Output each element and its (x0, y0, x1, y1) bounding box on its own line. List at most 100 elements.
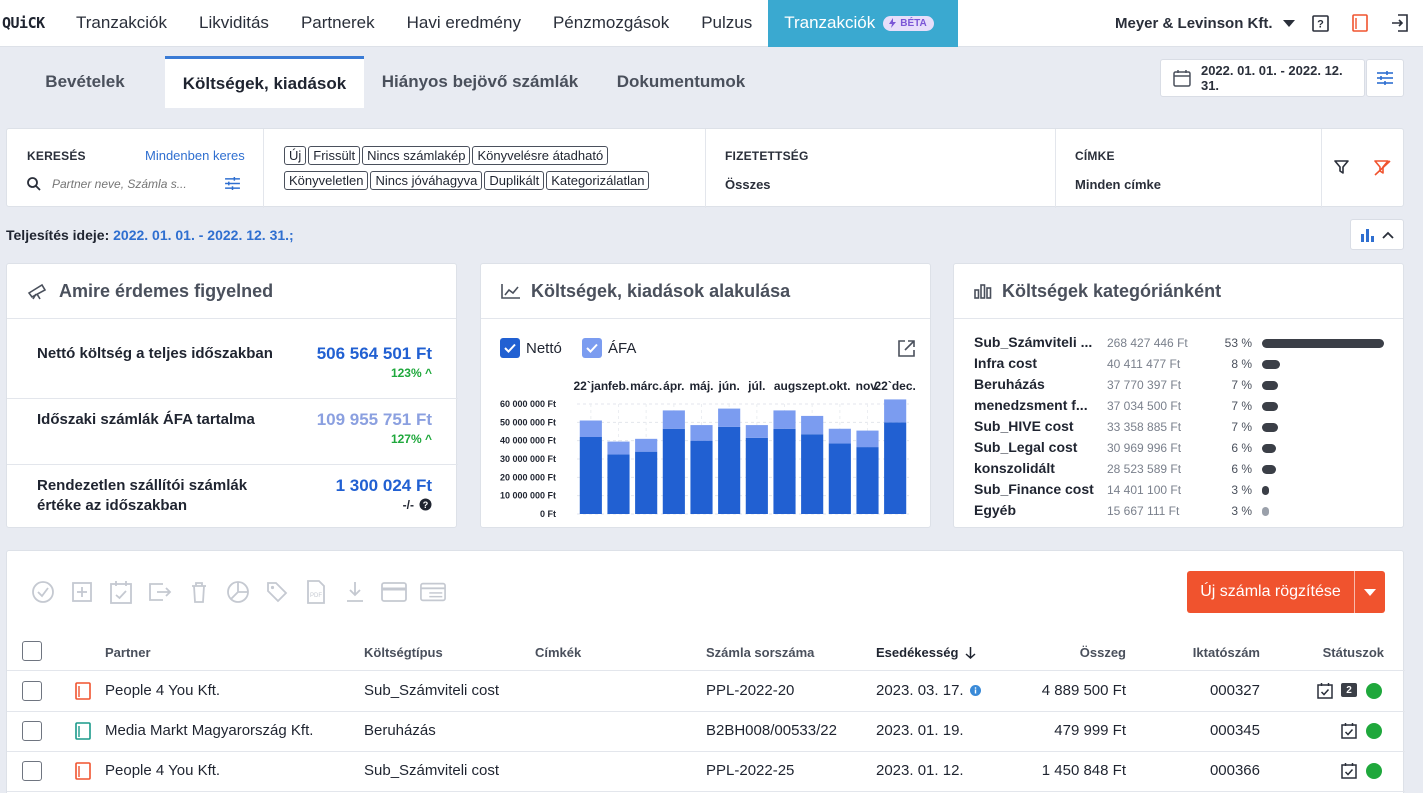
tab-bevetelek[interactable]: Bevételek (45, 72, 125, 91)
table-row[interactable]: People 4 You Kft. Sub_Számviteli cost PPL-… (7, 671, 1405, 712)
charts-toggle-button[interactable] (1350, 219, 1404, 250)
chip-kategorizalatlan[interactable]: Kategorizálatlan (546, 171, 650, 190)
nav-item-penzmozgasok[interactable]: Pénzmozgások (552, 13, 670, 32)
calendar-check-icon[interactable] (108, 579, 134, 605)
row-checkbox[interactable] (22, 681, 42, 701)
nav-item-havi-eredmeny[interactable]: Havi eredmény (406, 13, 521, 32)
chip-konyvelesre-atadhato[interactable]: Könyvelésre átadható (472, 146, 609, 165)
bar-netto[interactable] (690, 440, 713, 514)
trash-icon[interactable] (186, 579, 212, 605)
nav-item-partnerek[interactable]: Partnerek (300, 13, 375, 32)
tab-dokumentumok[interactable]: Dokumentumok (616, 72, 746, 91)
bar-afa[interactable] (635, 438, 658, 452)
bar-netto[interactable] (828, 443, 851, 514)
payment-filter[interactable]: FIZETETTSÉG Összes (706, 129, 1056, 208)
nav-item-tranzakciok-beta[interactable]: Tranzakciók BÉTA (768, 0, 958, 47)
clear-filter-icon[interactable] (1374, 160, 1391, 181)
view-settings-button[interactable] (1366, 59, 1404, 97)
download-icon[interactable] (342, 579, 368, 605)
chip-duplikalt[interactable]: Duplikált (484, 171, 545, 190)
chip-uj[interactable]: Új (284, 146, 307, 165)
col-tags[interactable]: Címkék (535, 645, 582, 660)
category-row[interactable]: Sub_Számviteli ... 268 427 446 Ft 53 % (974, 334, 1389, 355)
row-checkbox[interactable] (22, 761, 42, 781)
nav-item-pulzus[interactable]: Pulzus (701, 13, 753, 32)
category-row[interactable]: konszolidált 28 523 589 Ft 6 % (974, 460, 1389, 481)
invoice-document-icon[interactable] (75, 682, 91, 705)
bar-afa[interactable] (745, 425, 768, 438)
approve-icon[interactable] (30, 579, 56, 605)
app-logo[interactable]: QUiCK (2, 14, 45, 32)
category-row[interactable]: Egyéb 15 667 111 Ft 3 % (974, 502, 1389, 523)
col-status[interactable]: Státuszok (1322, 645, 1384, 660)
select-all-checkbox[interactable] (22, 641, 42, 661)
bar-netto[interactable] (773, 428, 796, 514)
bar-netto[interactable] (607, 454, 630, 514)
nav-item-likviditas[interactable]: Likviditás (199, 13, 269, 32)
search-everywhere-link[interactable]: Mindenben keres (145, 148, 245, 163)
search-options-icon[interactable] (225, 177, 240, 195)
bar-netto[interactable] (884, 422, 907, 514)
bar-afa[interactable] (718, 408, 741, 427)
cell-partner[interactable]: People 4 You Kft. (105, 682, 221, 699)
category-row[interactable]: Sub_HIVE cost 33 358 885 Ft 7 % (974, 418, 1389, 439)
calendar-check-icon[interactable] (1341, 722, 1357, 744)
row-checkbox[interactable] (22, 721, 42, 741)
company-selector[interactable]: Meyer & Levinson Kft. (1115, 0, 1295, 47)
bar-netto[interactable] (579, 437, 602, 514)
chip-nincs-szamlakep[interactable]: Nincs számlakép (362, 146, 471, 165)
bar-afa[interactable] (607, 441, 630, 455)
bar-netto[interactable] (801, 434, 824, 514)
add-box-icon[interactable] (69, 579, 95, 605)
bar-netto[interactable] (745, 437, 768, 514)
bar-afa[interactable] (856, 430, 879, 448)
bar-netto[interactable] (856, 447, 879, 514)
bar-netto[interactable] (635, 451, 658, 514)
legend-netto[interactable]: Nettó (500, 338, 562, 358)
invoice-document-icon[interactable] (75, 762, 91, 785)
calendar-check-icon[interactable] (1317, 682, 1333, 704)
bar-afa[interactable] (690, 425, 713, 441)
legend-afa[interactable]: ÁFA (582, 338, 636, 358)
bar-afa[interactable] (773, 410, 796, 429)
cell-partner[interactable]: Media Markt Magyarország Kft. (105, 722, 314, 739)
calendar-check-icon[interactable] (1341, 762, 1357, 784)
new-invoice-button[interactable]: Új számla rögzítése (1187, 571, 1385, 613)
info-icon[interactable] (969, 685, 981, 696)
external-link-icon[interactable] (897, 339, 916, 363)
col-amount[interactable]: Összeg (1079, 645, 1126, 660)
col-partner[interactable]: Partner (105, 645, 151, 660)
pdf-icon[interactable]: PDF (303, 579, 329, 605)
col-cost-type[interactable]: Költségtípus (364, 645, 443, 660)
chip-konyveletlen[interactable]: Könyveletlen (284, 171, 369, 190)
bar-afa[interactable] (801, 415, 824, 435)
help-circle-icon[interactable]: ? (419, 498, 432, 516)
new-invoice-dropdown[interactable] (1355, 588, 1385, 596)
bar-afa[interactable] (579, 420, 602, 438)
search-input[interactable] (52, 175, 202, 193)
card-icon[interactable] (381, 579, 407, 605)
col-invoice-no[interactable]: Számla sorszáma (706, 645, 815, 660)
category-row[interactable]: menedzsment f... 37 034 500 Ft 7 % (974, 397, 1389, 418)
table-row[interactable]: People 4 You Kft. Sub_Számviteli cost PPL-… (7, 751, 1405, 792)
category-row[interactable]: Infra cost 40 411 477 Ft 8 % (974, 355, 1389, 376)
cell-partner[interactable]: People 4 You Kft. (105, 762, 221, 779)
category-row[interactable]: Sub_Legal cost 30 969 996 Ft 6 % (974, 439, 1389, 460)
category-row[interactable]: Sub_Finance cost 14 401 100 Ft 3 % (974, 481, 1389, 502)
bar-afa[interactable] (828, 428, 851, 444)
pie-chart-icon[interactable] (225, 579, 251, 605)
chip-frissult[interactable]: Frissült (308, 146, 361, 165)
chip-nincs-jovahagyva[interactable]: Nincs jóváhagyva (370, 171, 483, 190)
tag-icon[interactable] (264, 579, 290, 605)
logout-icon[interactable] (1391, 14, 1409, 32)
help-icon[interactable]: ? (1311, 14, 1329, 32)
date-range-picker[interactable]: 2022. 01. 01. - 2022. 12. 31. (1160, 59, 1365, 97)
category-row[interactable]: Beruházás 37 770 397 Ft 7 % (974, 376, 1389, 397)
bar-netto[interactable] (718, 426, 741, 514)
bar-netto[interactable] (662, 428, 685, 514)
tab-hianyos-bejovo-szamlak[interactable]: Hiányos bejövő számlák (381, 72, 579, 91)
table-row[interactable]: Media Markt Magyarország Kft. Beruházás B2… (7, 711, 1405, 752)
bar-afa[interactable] (662, 410, 685, 429)
comment-count-badge[interactable]: 2 (1341, 683, 1357, 697)
document-icon[interactable] (1351, 14, 1369, 32)
